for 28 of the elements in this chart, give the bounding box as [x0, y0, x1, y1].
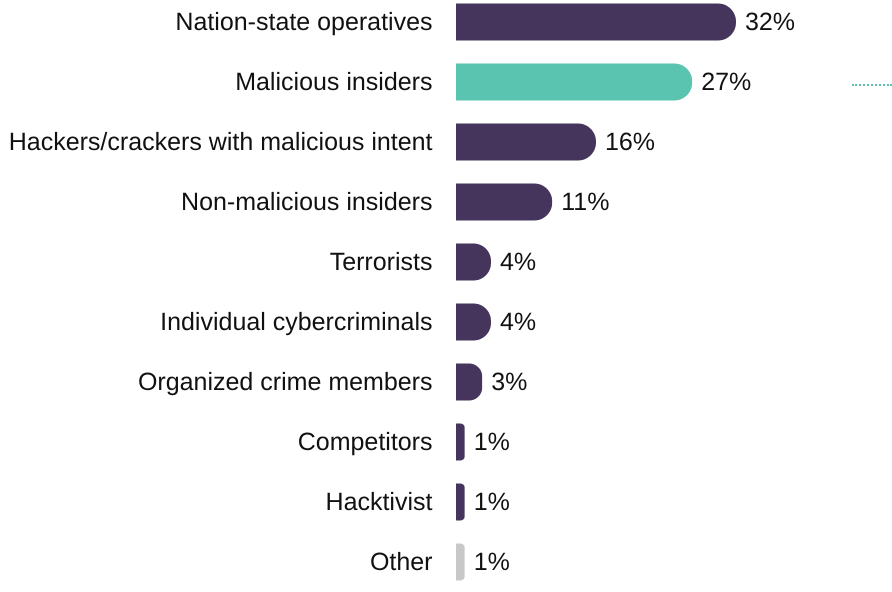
y-tick-label: Competitors [298, 428, 432, 456]
y-tick-label: Individual cybercriminals [160, 308, 432, 336]
data-label: 3% [491, 368, 528, 396]
bar [456, 4, 736, 40]
y-tick-label: Malicious insiders [235, 68, 432, 96]
bar [456, 544, 465, 580]
bar [456, 364, 482, 400]
data-label: 1% [474, 428, 510, 456]
data-label: 32% [745, 8, 796, 36]
data-label: 1% [474, 488, 510, 516]
data-label: 4% [500, 308, 536, 336]
y-tick-label: Organized crime members [138, 368, 432, 396]
data-label: 16% [605, 128, 656, 156]
bar [456, 424, 465, 460]
y-tick-label: Hackers/crackers with malicious intent [8, 128, 433, 156]
data-label: 4% [500, 248, 536, 276]
y-tick-label: Nation-state operatives [175, 8, 432, 36]
y-tick-label: Hacktivist [326, 488, 433, 516]
data-label: 1% [474, 548, 510, 576]
bar [456, 64, 692, 100]
bar [456, 124, 596, 160]
y-tick-label: Other [370, 548, 432, 576]
data-label: 27% [701, 68, 752, 96]
data-label: 11% [561, 188, 610, 216]
bar [456, 184, 552, 220]
bar [456, 484, 465, 520]
y-tick-label: Non-malicious insiders [181, 188, 432, 216]
y-tick-label: Terrorists [330, 248, 432, 276]
